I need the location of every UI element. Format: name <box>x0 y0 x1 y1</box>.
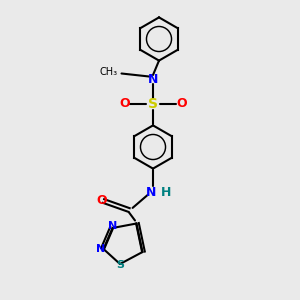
Text: H: H <box>160 185 171 199</box>
Text: O: O <box>119 97 130 110</box>
Text: S: S <box>116 260 124 271</box>
Text: O: O <box>176 97 187 110</box>
Text: CH₃: CH₃ <box>100 67 118 77</box>
Text: S: S <box>148 97 158 110</box>
Text: N: N <box>148 73 158 86</box>
Text: N: N <box>146 185 157 199</box>
Text: O: O <box>97 194 107 207</box>
Text: N: N <box>108 220 117 231</box>
Text: N: N <box>97 244 106 254</box>
